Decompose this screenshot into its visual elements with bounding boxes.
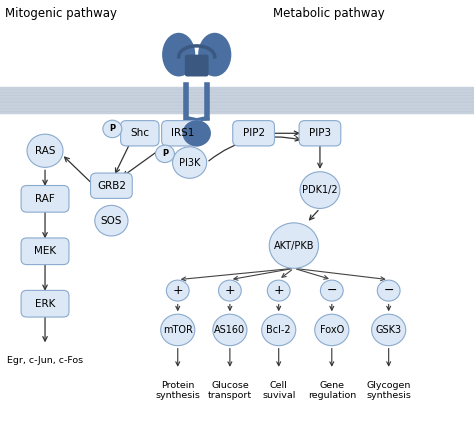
Circle shape	[320, 280, 343, 301]
Circle shape	[155, 145, 174, 163]
Text: GSK3: GSK3	[375, 325, 402, 335]
FancyBboxPatch shape	[299, 121, 341, 146]
Circle shape	[315, 314, 349, 346]
Text: IRS1: IRS1	[171, 128, 194, 138]
Text: Mitogenic pathway: Mitogenic pathway	[5, 7, 117, 20]
Circle shape	[269, 223, 319, 268]
Text: MEK: MEK	[34, 246, 56, 256]
Circle shape	[262, 314, 296, 346]
Text: −: −	[327, 284, 337, 297]
Circle shape	[377, 280, 400, 301]
FancyBboxPatch shape	[21, 291, 69, 317]
FancyBboxPatch shape	[185, 55, 209, 76]
Circle shape	[173, 147, 207, 178]
Circle shape	[95, 205, 128, 236]
Text: P: P	[109, 125, 115, 133]
Text: Bcl-2: Bcl-2	[266, 325, 291, 335]
Circle shape	[166, 280, 189, 301]
Text: +: +	[225, 284, 235, 297]
Circle shape	[267, 280, 290, 301]
Text: −: −	[383, 284, 394, 297]
Text: Cell
suvival: Cell suvival	[262, 381, 295, 400]
Circle shape	[103, 120, 122, 138]
Text: Protein
synthesis: Protein synthesis	[155, 381, 200, 400]
Text: ERK: ERK	[35, 299, 55, 309]
Text: Metabolic pathway: Metabolic pathway	[273, 7, 384, 20]
Text: +: +	[273, 284, 284, 297]
FancyBboxPatch shape	[162, 121, 203, 146]
Text: FoxO: FoxO	[319, 325, 344, 335]
FancyBboxPatch shape	[0, 87, 474, 114]
Circle shape	[182, 120, 211, 146]
Text: AKT/PKB: AKT/PKB	[273, 241, 314, 250]
Text: Gene
regulation: Gene regulation	[308, 381, 356, 400]
Text: GRB2: GRB2	[97, 181, 126, 191]
Text: PI3K: PI3K	[179, 158, 201, 167]
Ellipse shape	[162, 33, 195, 76]
Text: AS160: AS160	[214, 325, 246, 335]
Circle shape	[213, 314, 247, 346]
Text: mTOR: mTOR	[163, 325, 193, 335]
Ellipse shape	[198, 33, 231, 76]
Text: Glycogen
synthesis: Glycogen synthesis	[366, 381, 411, 400]
Circle shape	[27, 134, 63, 167]
Text: SOS: SOS	[100, 216, 122, 225]
Text: PDK1/2: PDK1/2	[302, 185, 338, 195]
Text: Glucose
transport: Glucose transport	[208, 381, 252, 400]
FancyBboxPatch shape	[21, 185, 69, 212]
Text: Egr, c-Jun, c-Fos: Egr, c-Jun, c-Fos	[7, 356, 83, 365]
FancyBboxPatch shape	[21, 238, 69, 265]
FancyBboxPatch shape	[120, 121, 159, 146]
Text: PIP2: PIP2	[243, 128, 264, 138]
Text: +: +	[173, 284, 183, 297]
FancyBboxPatch shape	[91, 173, 132, 198]
Circle shape	[300, 172, 340, 208]
Text: RAF: RAF	[35, 194, 55, 204]
Circle shape	[219, 280, 241, 301]
Circle shape	[161, 314, 195, 346]
Text: P: P	[162, 149, 168, 158]
Text: RAS: RAS	[35, 146, 55, 156]
Text: PIP3: PIP3	[309, 128, 331, 138]
Text: Shc: Shc	[130, 128, 149, 138]
Circle shape	[372, 314, 406, 346]
FancyBboxPatch shape	[233, 121, 274, 146]
